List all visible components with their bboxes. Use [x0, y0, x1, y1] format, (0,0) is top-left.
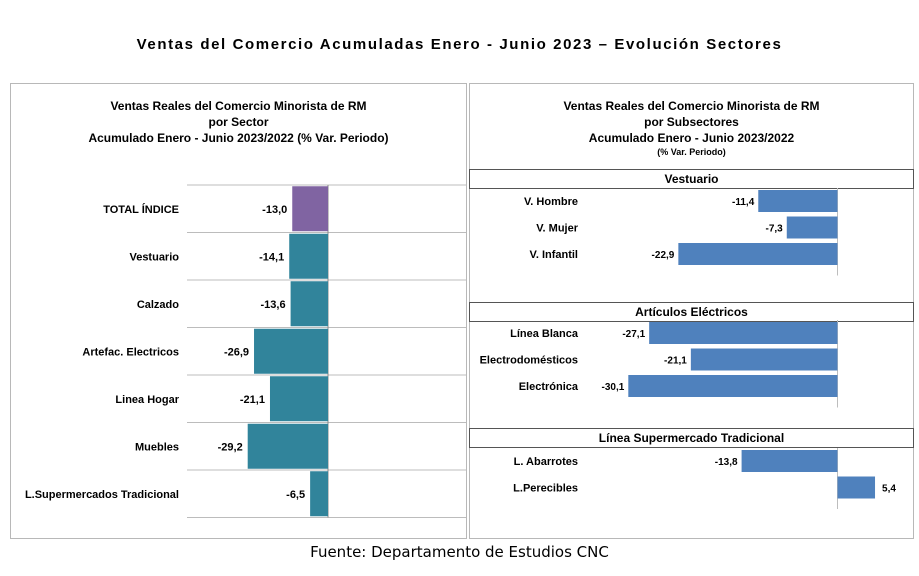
- value-label-l-abarrotes: -13,8: [715, 457, 738, 468]
- subsector-chart-panel: Ventas Reales del Comercio Minorista de …: [469, 83, 914, 539]
- source-note: Fuente: Departamento de Estudios CNC: [310, 543, 609, 561]
- category-label-vestuario: Vestuario: [129, 251, 179, 263]
- bar-l-perecibles: [837, 476, 876, 499]
- category-label-l-perecibles: L.Perecibles: [513, 483, 578, 495]
- group-header-supermercado: Línea Supermercado Tradicional: [469, 428, 914, 448]
- subsector-chart-subtitle: (% Var. Periodo): [657, 147, 726, 157]
- category-label-total-indice: TOTAL ÍNDICE: [103, 203, 179, 216]
- subsector-chart-title-line-1: Ventas Reales del Comercio Minorista de …: [563, 99, 820, 113]
- group-header-vestuario: Vestuario: [469, 169, 914, 189]
- bar-electronica: [628, 375, 838, 397]
- value-label-linea-blanca: -27,1: [622, 329, 645, 340]
- value-label-vestuario: -14,1: [259, 251, 284, 263]
- subsector-chart-title-line-2: por Subsectores: [644, 115, 739, 129]
- category-label-l-abarrotes: L. Abarrotes: [514, 456, 578, 468]
- category-label-muebles: Muebles: [135, 441, 179, 453]
- subsector-chart-title-line-3: Acumulado Enero - Junio 2023/2022: [588, 131, 795, 145]
- category-label-artefac-electricos: Artefac. Electricos: [82, 346, 179, 358]
- subsector-bar-chart: V. Hombre -11,4 V. Mujer -7,3 V. Infantil -22…: [480, 188, 896, 509]
- sector-chart-title-line-3: Acumulado Enero - Junio 2023/2022 (% Var…: [88, 131, 389, 145]
- bar-linea-blanca: [649, 322, 838, 344]
- sector-chart-panel: Ventas Reales del Comercio Minorista de …: [10, 83, 467, 539]
- bar-artefac-electricos: [254, 328, 328, 374]
- value-label-v-mujer: -7,3: [766, 224, 784, 235]
- bar-vestuario: [289, 233, 328, 279]
- category-label-linea-hogar: Linea Hogar: [115, 394, 179, 406]
- category-label-v-infantil: V. Infantil: [530, 249, 579, 261]
- bar-electrodomesticos: [690, 348, 838, 371]
- category-label-v-mujer: V. Mujer: [536, 223, 578, 235]
- main-title: Ventas del Comercio Acumuladas Enero - J…: [136, 36, 783, 53]
- subsector-chart-title: Ventas Reales del Comercio Minorista de …: [470, 98, 913, 159]
- sector-chart-title-line-1: Ventas Reales del Comercio Minorista de …: [110, 99, 367, 113]
- value-label-artefac-electricos: -26,9: [224, 346, 249, 358]
- category-label-calzado: Calzado: [137, 299, 179, 311]
- sector-chart-title-line-2: por Sector: [208, 115, 269, 129]
- value-label-electronica: -30,1: [602, 382, 625, 393]
- category-label-l-supermercados-tradicional: L.Supermercados Tradicional: [25, 489, 179, 501]
- bar-v-infantil: [678, 243, 838, 265]
- bar-l-abarrotes: [741, 450, 838, 472]
- value-label-v-hombre: -11,4: [732, 197, 755, 208]
- category-label-v-hombre: V. Hombre: [524, 196, 578, 208]
- value-label-l-perecibles: 5,4: [882, 484, 896, 495]
- sector-chart-title: Ventas Reales del Comercio Minorista de …: [11, 98, 466, 146]
- value-label-total-indice: -13,0: [262, 204, 287, 216]
- bar-muebles: [247, 423, 328, 469]
- category-label-electrodomesticos: Electrodomésticos: [480, 355, 578, 367]
- value-label-calzado: -13,6: [261, 299, 286, 311]
- value-label-v-infantil: -22,9: [652, 250, 675, 261]
- category-label-electronica: Electrónica: [519, 381, 579, 393]
- bar-linea-hogar: [269, 376, 328, 422]
- bar-calzado: [290, 281, 328, 327]
- bar-total-indice: [292, 186, 328, 232]
- bar-l-supermercados-tradicional: [310, 471, 328, 517]
- value-label-muebles: -29,2: [218, 441, 243, 453]
- group-header-articulos-electricos: Artículos Eléctricos: [469, 302, 914, 322]
- sector-bar-chart: TOTAL ÍNDICE -13,0 Vestuario -14,1 Calzado -1…: [25, 184, 466, 518]
- value-label-l-supermercados-tradicional: -6,5: [286, 489, 305, 501]
- bar-v-hombre: [758, 190, 838, 212]
- bar-v-mujer: [786, 216, 838, 239]
- value-label-electrodomesticos: -21,1: [664, 356, 687, 367]
- category-label-linea-blanca: Línea Blanca: [510, 328, 579, 340]
- value-label-linea-hogar: -21,1: [240, 394, 265, 406]
